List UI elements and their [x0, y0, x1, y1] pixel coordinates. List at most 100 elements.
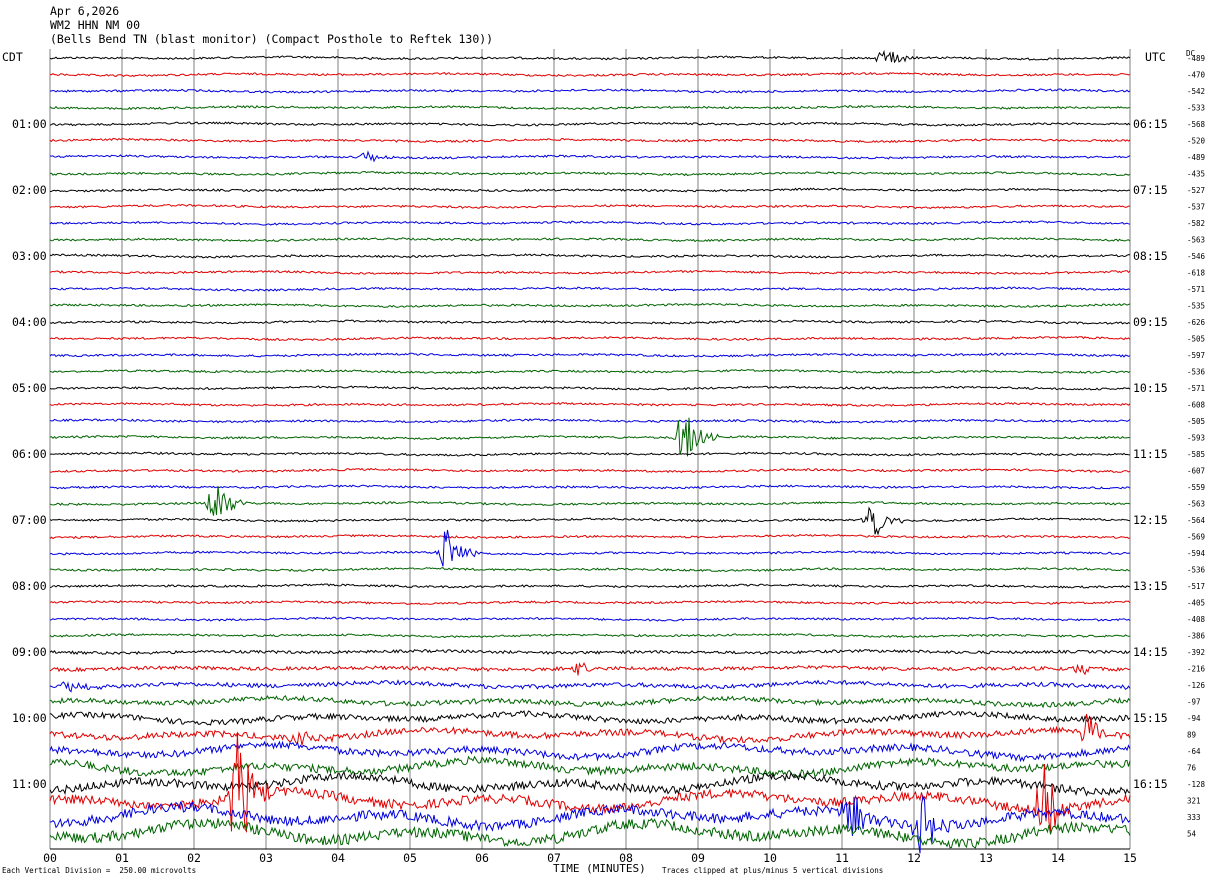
seismic-trace [49, 648, 1131, 655]
dc-offset-label: -489 [1187, 54, 1205, 63]
dc-offset-label: -607 [1187, 467, 1205, 476]
x-tick-label: 09 [691, 851, 705, 865]
x-axis-title: TIME (MINUTES) [553, 862, 646, 875]
seismic-trace [49, 302, 1131, 308]
seismic-trace [49, 733, 1131, 834]
right-hour-label: 15:15 [1133, 711, 1168, 725]
right-hour-label: 06:15 [1133, 117, 1168, 131]
x-tick-label: 04 [331, 851, 345, 865]
x-tick-label: 13 [979, 851, 993, 865]
dc-offset-label: -571 [1187, 285, 1205, 294]
seismic-trace [49, 679, 1131, 693]
seismic-trace [49, 451, 1131, 457]
seismic-trace [49, 369, 1131, 375]
seismic-trace [49, 237, 1131, 243]
dc-offset-label: -571 [1187, 384, 1205, 393]
seismic-trace [49, 533, 1131, 540]
dc-offset-label: -97 [1187, 698, 1201, 707]
dc-offset-label: -126 [1187, 681, 1206, 690]
x-tick-label: 10 [763, 851, 777, 865]
right-hour-label: 16:15 [1133, 777, 1168, 791]
seismic-trace [49, 150, 1131, 163]
seismic-trace [49, 286, 1131, 292]
dc-offset-label: -128 [1187, 780, 1206, 789]
seismic-trace [49, 710, 1131, 726]
seismic-trace [49, 616, 1131, 622]
plot-header: Apr 6,2026 WM2 HHN NM 00 (Bells Bend TN … [50, 4, 493, 46]
dc-offset-label: -608 [1187, 401, 1206, 410]
right-hour-label: 11:15 [1133, 447, 1168, 461]
left-hour-label: 10:00 [12, 711, 47, 725]
left-timezone-label: CDT [2, 50, 23, 64]
right-hour-label: 10:15 [1133, 381, 1168, 395]
x-tick-label: 14 [1051, 851, 1065, 865]
left-hour-label: 02:00 [12, 183, 47, 197]
station-description: (Bells Bend TN (blast monitor) (Compact … [50, 32, 494, 46]
seismic-trace [50, 567, 1131, 573]
x-tick-label: 06 [475, 851, 489, 865]
station-label: WM2 HHN NM 00 [50, 18, 141, 32]
x-tick-label: 02 [187, 851, 201, 865]
seismic-trace [49, 632, 1130, 639]
dc-offset-label: -546 [1187, 252, 1206, 261]
dc-offset-label: -435 [1187, 170, 1205, 179]
dc-offset-label: -408 [1187, 615, 1206, 624]
seismic-trace [49, 740, 1131, 763]
seismic-trace [49, 121, 1131, 127]
dc-offset-label: -564 [1187, 516, 1206, 525]
dc-offset-label: -527 [1187, 186, 1205, 195]
dc-offset-label: -533 [1187, 104, 1205, 113]
dc-offset-label: -517 [1187, 582, 1205, 591]
dc-offset-label: -542 [1187, 87, 1205, 96]
left-hour-label: 04:00 [12, 315, 47, 329]
dc-offset-label: -582 [1187, 219, 1205, 228]
dc-offset-label: -392 [1187, 648, 1205, 657]
seismic-trace [49, 467, 1131, 474]
seismic-trace [49, 170, 1131, 177]
seismic-trace [49, 105, 1131, 111]
dc-offset-label: -520 [1187, 137, 1206, 146]
date-label: Apr 6,2026 [50, 4, 120, 18]
seismic-trace [49, 49, 1131, 64]
left-hour-label: 03:00 [12, 249, 47, 263]
seismic-trace [49, 220, 1131, 226]
seismic-trace [49, 694, 1131, 709]
seismic-trace [49, 269, 1131, 276]
seismic-trace [49, 137, 1131, 144]
scale-note: Each Vertical Division = 250.00 microvol… [2, 866, 197, 875]
seismic-trace [49, 187, 1131, 193]
seismic-trace [49, 418, 1131, 424]
seismic-trace [49, 335, 1131, 342]
dc-offset-label: -489 [1187, 153, 1205, 162]
seismic-trace [49, 352, 1131, 358]
seismic-trace [49, 583, 1131, 589]
x-tick-label: 03 [259, 851, 273, 865]
dc-offset-label: 321 [1187, 797, 1201, 806]
left-hour-label: 06:00 [12, 447, 47, 461]
dc-offset-label: -64 [1187, 747, 1201, 756]
dc-offset-label: -216 [1187, 665, 1206, 674]
right-hour-label: 08:15 [1133, 249, 1168, 263]
seismic-trace [49, 88, 1131, 94]
x-tick-label: 00 [43, 851, 57, 865]
dc-offset-label: -386 [1187, 632, 1206, 641]
dc-offset-label: -505 [1187, 335, 1205, 344]
x-tick-label: 15 [1123, 851, 1137, 865]
seismic-trace [49, 485, 1131, 516]
seismic-trace [49, 484, 1131, 490]
dc-offset-label: -536 [1187, 368, 1206, 377]
dc-offset-label: -597 [1187, 351, 1205, 360]
right-hour-label: 14:15 [1133, 645, 1168, 659]
dc-offset-label: 54 [1187, 830, 1197, 839]
dc-offset-label: -594 [1187, 549, 1206, 558]
dc-offset-label: -505 [1187, 417, 1205, 426]
dc-offset-label: -585 [1187, 450, 1205, 459]
left-hour-label: 05:00 [12, 381, 47, 395]
left-hour-label: 01:00 [12, 117, 47, 131]
seismic-trace [49, 599, 1131, 605]
dc-offset-label: -568 [1187, 120, 1206, 129]
dc-offset-label: -536 [1187, 566, 1206, 575]
dc-offset-label: -593 [1187, 434, 1205, 443]
seismic-trace [49, 529, 1131, 567]
